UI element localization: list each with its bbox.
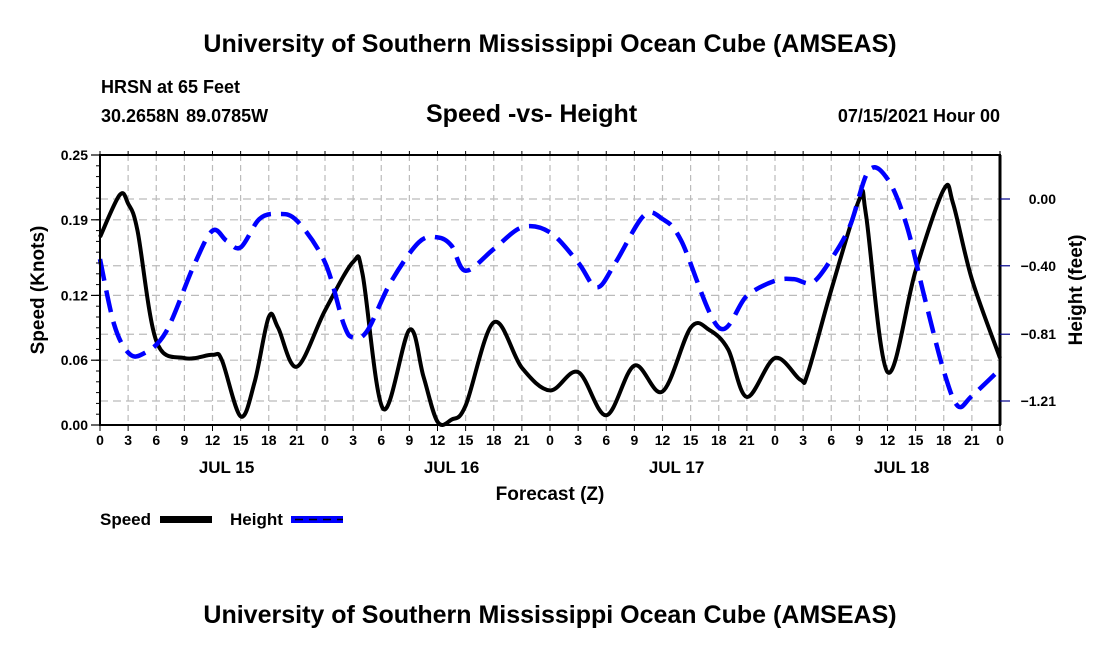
x-tick-label: 15 (908, 432, 924, 448)
x-tick-label: 15 (683, 432, 699, 448)
x-axis-label: Forecast (Z) (496, 484, 605, 505)
x-tick-label: 15 (458, 432, 474, 448)
y-tick-label: 0.19 (61, 212, 88, 228)
x-tick-label: 9 (855, 432, 863, 448)
x-day-label: JUL 15 (199, 458, 254, 477)
x-tick-label: 0 (546, 432, 554, 448)
x-tick-label: 18 (486, 432, 502, 448)
x-tick-label: 3 (799, 432, 807, 448)
x-tick-label: 21 (739, 432, 755, 448)
y2-axis-label: Height (feet) (1066, 235, 1087, 346)
coordinates-label: 30.2658N 89.0785W (101, 106, 269, 126)
x-tick-label: 3 (349, 432, 357, 448)
x-tick-label: 0 (96, 432, 104, 448)
top-title: University of Southern Mississippi Ocean… (203, 30, 897, 58)
y-axis-label: Speed (Knots) (28, 226, 49, 355)
x-tick-label: 3 (124, 432, 132, 448)
y2-tick-label: 0.00 (1029, 191, 1056, 207)
x-day-label: JUL 16 (424, 458, 479, 477)
series-line-height (97, 165, 1002, 410)
x-tick-label: 12 (430, 432, 446, 448)
y2-tick-label: −1.21 (1021, 393, 1057, 409)
x-tick-label: 9 (180, 432, 188, 448)
legend-speed-label: Speed (100, 510, 151, 529)
x-tick-label: 21 (964, 432, 980, 448)
x-tick-label: 9 (405, 432, 413, 448)
x-tick-label: 18 (936, 432, 952, 448)
x-day-label: JUL 17 (649, 458, 704, 477)
y-tick-label: 0.06 (61, 352, 88, 368)
x-tick-label: 6 (602, 432, 610, 448)
x-tick-label: 12 (880, 432, 896, 448)
x-tick-label: 12 (655, 432, 671, 448)
forecast-date: 07/15/2021 Hour 00 (837, 106, 1000, 126)
legend: Speed Height (100, 510, 343, 529)
x-tick-label: 0 (996, 432, 1004, 448)
legend-speed-swatch (160, 516, 212, 523)
x-tick-label: 21 (514, 432, 530, 448)
x-tick-label: 21 (289, 432, 305, 448)
series-line-speed (98, 182, 1002, 427)
x-day-label: JUL 18 (874, 458, 929, 477)
legend-height-label: Height (230, 510, 283, 529)
y2-tick-label: −0.81 (1021, 326, 1057, 342)
chart-title: Speed -vs- Height (426, 100, 638, 128)
x-tick-label: 0 (771, 432, 779, 448)
x-tick-label: 6 (377, 432, 385, 448)
x-tick-label: 6 (827, 432, 835, 448)
y-tick-label: 0.00 (61, 417, 88, 433)
axes: 0 3 6 9 12 15 18 21 0 3 6 9 12 15 18 21 0 3 6 9 12 15 18 21 0 3 6 9… (61, 147, 1056, 477)
x-tick-label: 3 (574, 432, 582, 448)
x-tick-label: 18 (711, 432, 727, 448)
x-tick-label: 18 (261, 432, 277, 448)
x-tick-label: 15 (233, 432, 249, 448)
y-tick-label: 0.25 (61, 147, 88, 163)
x-tick-label: 12 (205, 432, 221, 448)
y2-tick-label: −0.40 (1021, 258, 1057, 274)
station-label: HRSN at 65 Feet (101, 77, 241, 97)
bottom-title: University of Southern Mississippi Ocean… (203, 601, 897, 629)
x-tick-label: 0 (321, 432, 329, 448)
y-tick-label: 0.12 (61, 287, 88, 303)
series-layer (97, 165, 1002, 427)
x-tick-label: 9 (630, 432, 638, 448)
x-tick-label: 6 (152, 432, 160, 448)
